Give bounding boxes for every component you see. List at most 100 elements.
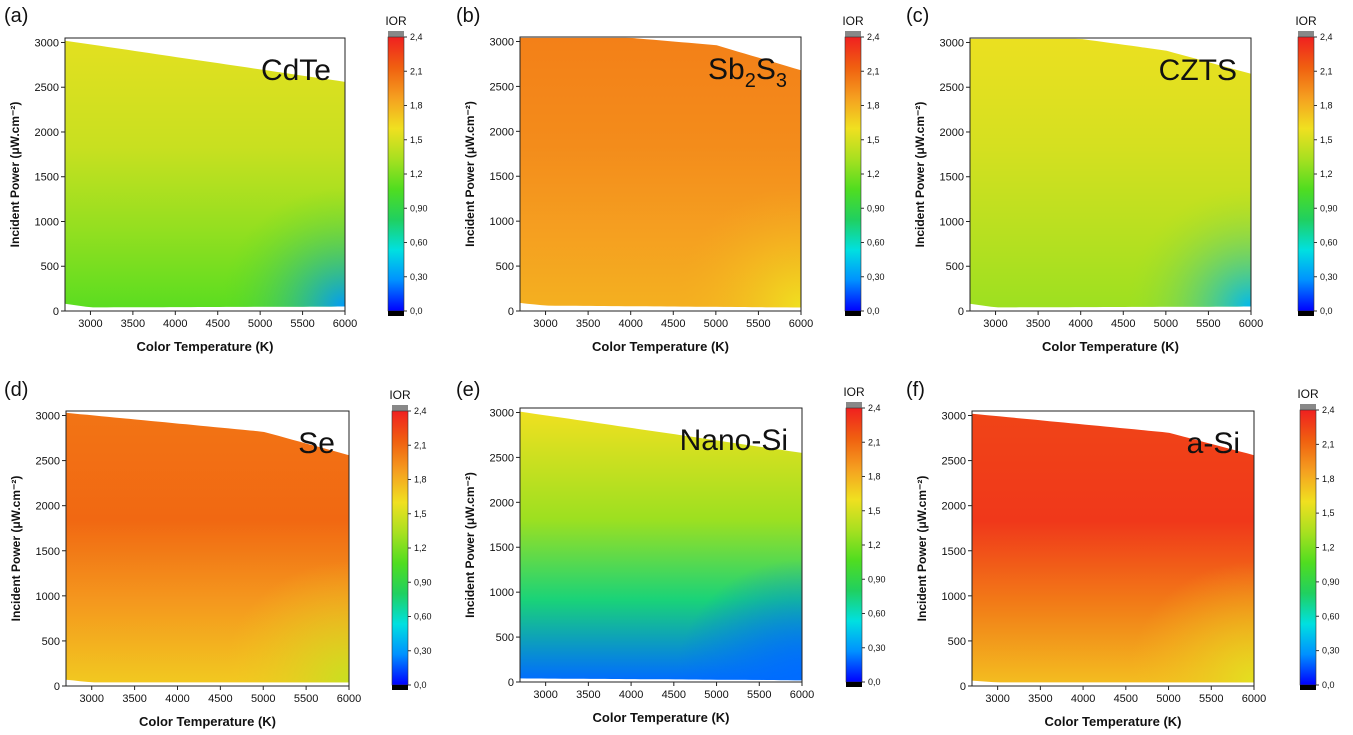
colorbar-tick-label: 0,60 (414, 612, 432, 622)
x-tick-label: 3500 (1028, 693, 1052, 705)
colorbar-tick-label: 1,2 (868, 540, 881, 550)
x-tick-label: 4000 (1071, 693, 1095, 705)
y-tick-label: 0 (960, 681, 966, 693)
y-tick-label: 1000 (490, 587, 514, 599)
x-tick-label: 4500 (208, 693, 232, 705)
colorbar-cap-bottom (392, 685, 408, 690)
colorbar-tick-label: 2,1 (868, 437, 881, 447)
ior-contour-overlay (970, 38, 1251, 308)
panel-label: (f) (906, 379, 925, 401)
colorbar-tick-label: 1,2 (1320, 169, 1333, 179)
x-tick-label: 5500 (747, 689, 771, 701)
colorbar-tick-label: 1,8 (1322, 474, 1335, 484)
y-tick-label: 1000 (35, 216, 59, 228)
colorbar-title: IOR (1297, 387, 1319, 401)
x-tick-label: 3000 (533, 689, 557, 701)
panel-label: (c) (906, 5, 929, 27)
y-axis-label: Incident Power (μW.cm⁻²) (9, 476, 23, 622)
colorbar-tick-label: 1,5 (1320, 135, 1333, 145)
colorbar-tick-label: 2,1 (414, 440, 427, 450)
colorbar-title: IOR (389, 388, 411, 402)
y-tick-label: 0 (508, 306, 514, 318)
colorbar-tick-label: 0,0 (1320, 306, 1333, 316)
x-tick-label: 5500 (290, 318, 314, 330)
x-tick-label: 3000 (985, 693, 1009, 705)
x-tick-label: 4500 (662, 689, 686, 701)
colorbar-tick-label: 0,0 (867, 306, 880, 316)
x-tick-label: 3500 (576, 689, 600, 701)
colorbar-tick-label: 1,5 (1322, 508, 1335, 518)
x-tick-label: 5000 (704, 318, 728, 330)
y-tick-label: 2500 (36, 456, 60, 468)
plot-frame (519, 407, 803, 683)
x-tick-label: 4500 (661, 318, 685, 330)
colorbar-cap-top (845, 31, 861, 37)
y-tick-label: 500 (496, 632, 514, 644)
colorbar-tick-label: 0,60 (1322, 611, 1340, 621)
colorbar-tick-label: 0,90 (410, 203, 428, 213)
colorbar-tick-label: 0,90 (868, 574, 886, 584)
colorbar-scale (391, 410, 409, 686)
colorbar-tick-label: 2,1 (1320, 66, 1333, 76)
colorbar-cap-bottom (388, 311, 404, 316)
ior-contour-overlay (520, 411, 802, 681)
plot-frame (519, 36, 802, 312)
colorbar-scale (845, 407, 863, 683)
x-axis-label: Color Temperature (K) (139, 714, 276, 729)
y-axis-label: Incident Power (μW.cm⁻²) (463, 472, 477, 618)
colorbar-tick-label: 0,0 (868, 677, 881, 687)
x-tick-label: 3000 (78, 318, 102, 330)
x-tick-label: 4000 (618, 318, 642, 330)
x-tick-label: 6000 (1239, 318, 1263, 330)
ior-contour-overlay (65, 40, 345, 308)
y-tick-label: 2500 (490, 81, 514, 93)
colorbar-title: IOR (385, 14, 407, 28)
plot-frame (969, 37, 1252, 312)
material-label: CZTS (1159, 54, 1237, 87)
colorbar-tick-label: 0,30 (1320, 272, 1338, 282)
chart-panel-b: 3000 3500 4000 4500 5000 5500 6000 0 500 1000 1500… (456, 5, 885, 354)
x-tick-label: 4000 (165, 693, 189, 705)
x-tick-label: 5000 (251, 693, 275, 705)
panel-label: (a) (4, 5, 28, 27)
colorbar-tick-label: 2,4 (867, 32, 880, 42)
colorbar-title: IOR (1295, 14, 1317, 28)
colorbar-tick-label: 0,0 (1322, 680, 1335, 690)
x-tick-label: 3000 (533, 318, 557, 330)
y-tick-label: 1000 (942, 591, 966, 603)
colorbar-tick-label: 2,1 (867, 66, 880, 76)
colorbar-tick-label: 2,4 (414, 406, 427, 416)
y-tick-label: 0 (958, 306, 964, 318)
y-tick-label: 1000 (490, 216, 514, 228)
x-tick-label: 4000 (163, 318, 187, 330)
colorbar-scale (1297, 36, 1315, 312)
y-tick-label: 500 (946, 261, 964, 273)
material-label: CdTe (261, 54, 331, 87)
colorbar-tick-label: 1,2 (410, 169, 423, 179)
colorbar-tick-label: 1,5 (868, 506, 881, 516)
x-tick-label: 3500 (1026, 318, 1050, 330)
colorbar-tick-label: 1,8 (1320, 101, 1333, 111)
x-tick-label: 6000 (1242, 693, 1266, 705)
colorbar-title: IOR (842, 14, 864, 28)
colorbar-tick-label: 2,4 (1320, 32, 1333, 42)
colorbar-tick-label: 0,60 (1320, 238, 1338, 248)
x-tick-label: 4500 (205, 318, 229, 330)
plot-frame (971, 410, 1255, 687)
y-axis-label: Incident Power (μW.cm⁻²) (913, 102, 927, 248)
y-tick-label: 500 (42, 636, 60, 648)
colorbar-tick-label: 1,8 (868, 472, 881, 482)
y-tick-label: 2000 (36, 501, 60, 513)
y-tick-label: 3000 (490, 407, 514, 419)
y-tick-label: 1500 (490, 171, 514, 183)
colorbar-tick-label: 1,8 (867, 101, 880, 111)
colorbar-cap-top (392, 405, 408, 411)
plot-frame (65, 410, 350, 687)
y-tick-label: 1500 (490, 542, 514, 554)
colorbar-tick-label: 0,30 (1322, 646, 1340, 656)
